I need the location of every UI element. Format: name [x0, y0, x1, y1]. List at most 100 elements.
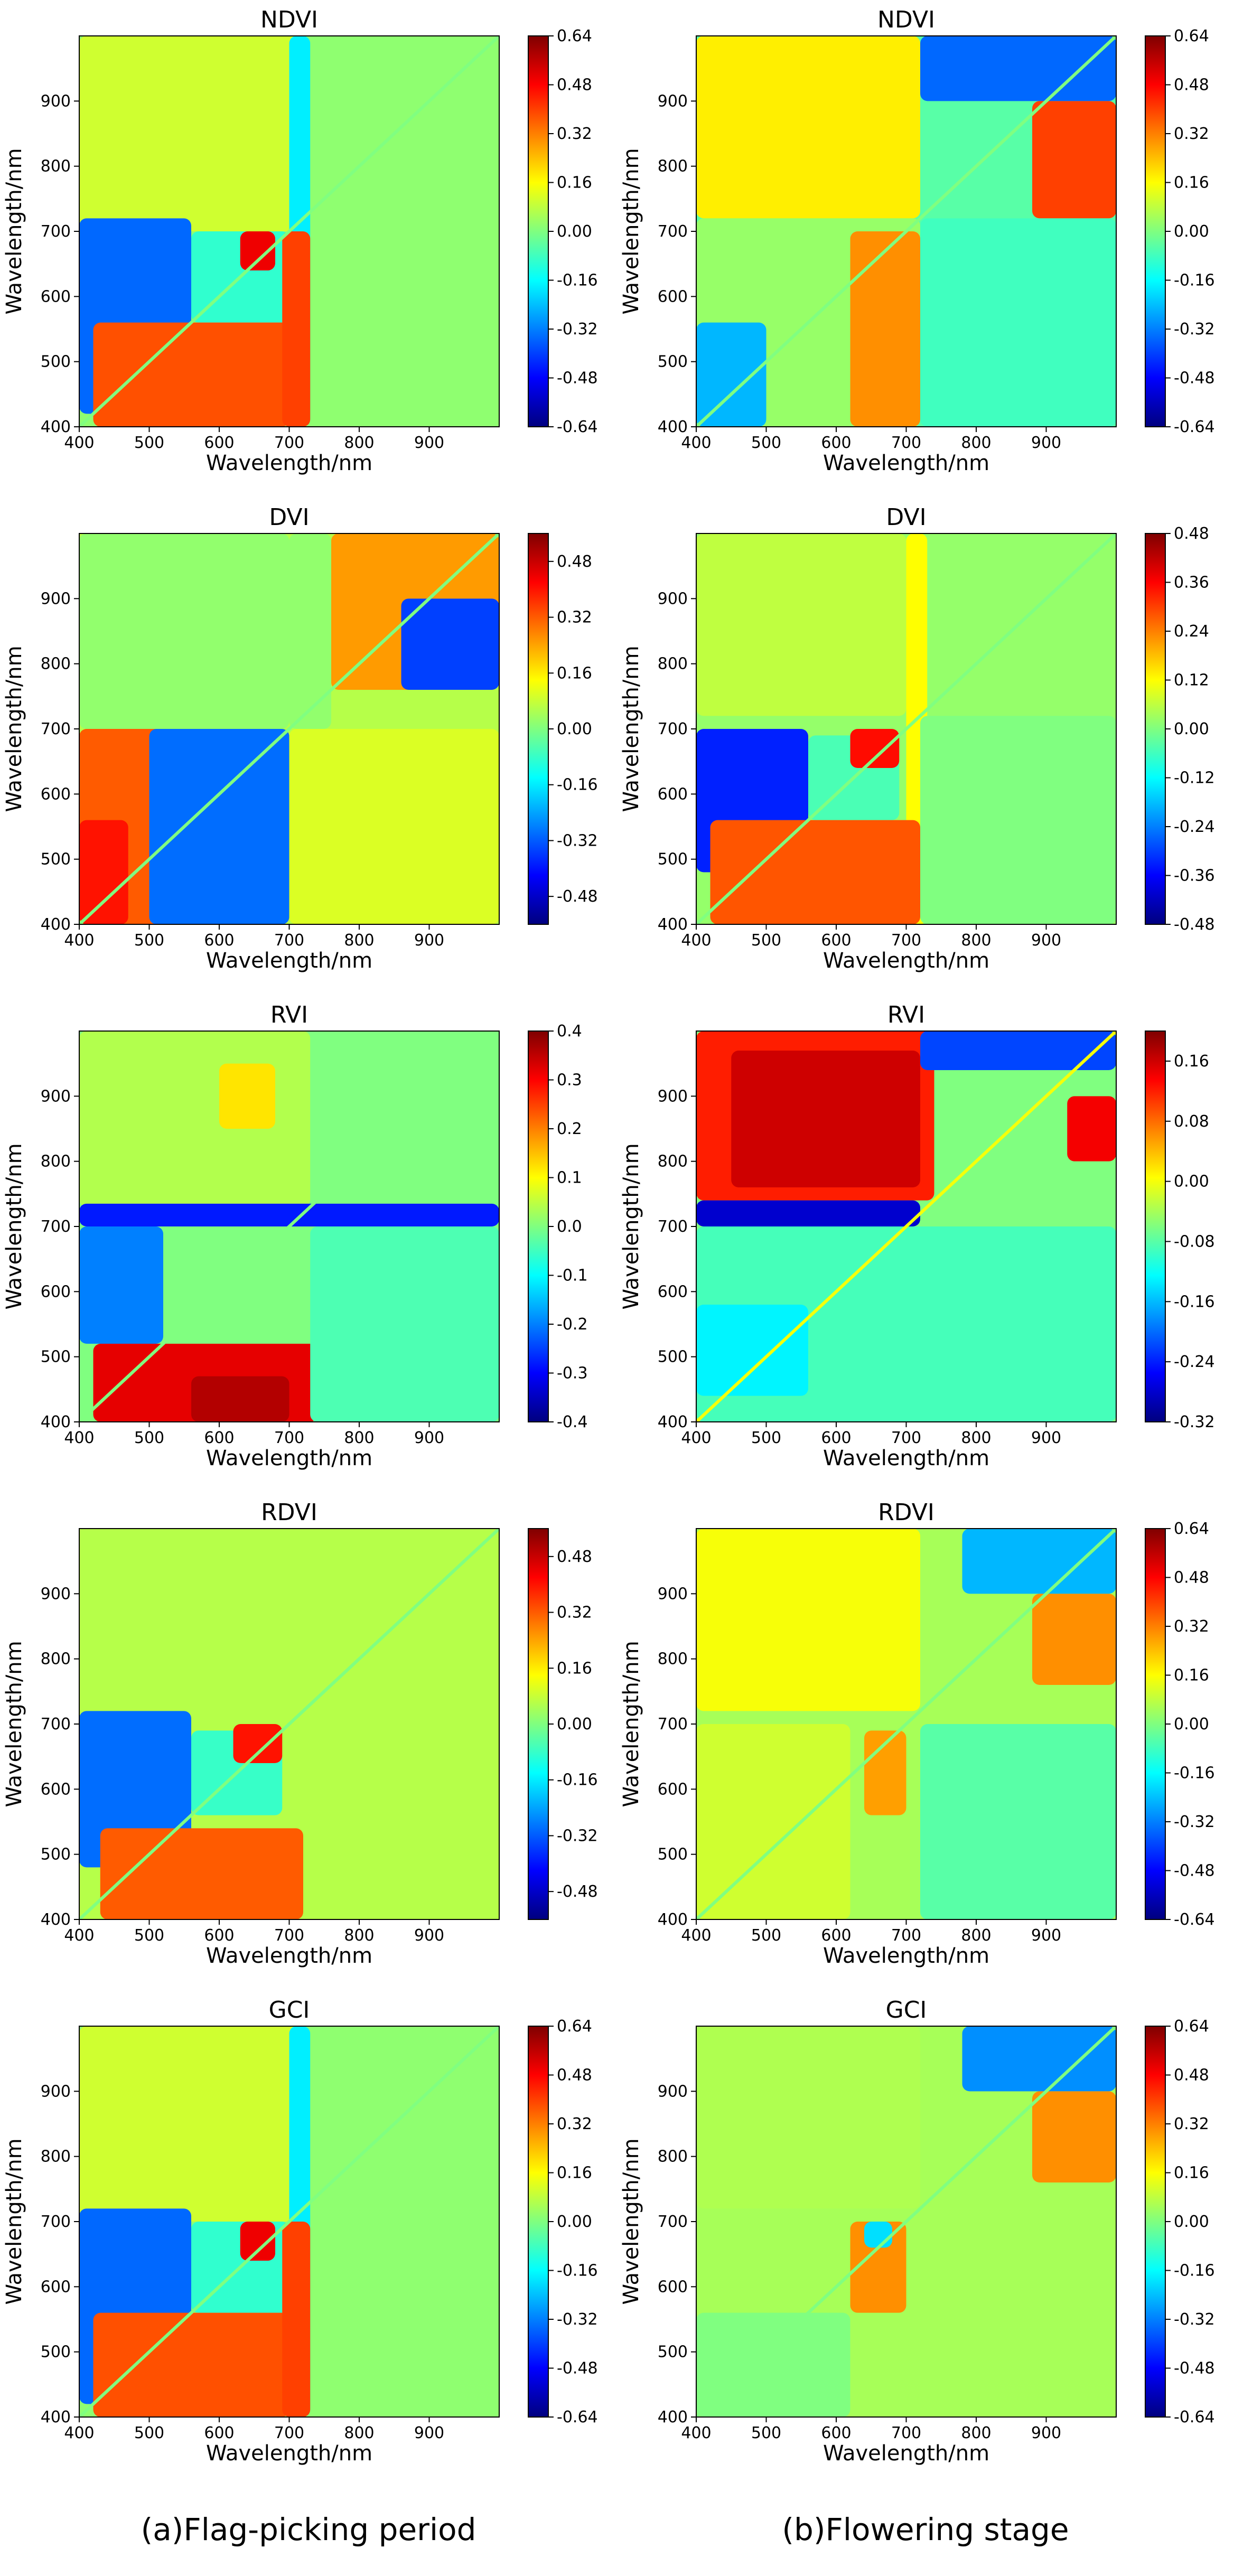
- y-tick-label: 500: [41, 2343, 71, 2362]
- y-tick-label: 600: [658, 287, 688, 306]
- chart-title: DVI: [269, 504, 309, 531]
- heatmap-panel: RVI 400 500 600 700 800 900 400 500 600 700 800 900 W…: [619, 1001, 1215, 1470]
- colorbar-tick-label: -0.32: [557, 320, 598, 339]
- heatmap-region: [696, 1200, 920, 1226]
- chart-title: RVI: [270, 1001, 308, 1028]
- colorbar-tick-label: -0.64: [1174, 1910, 1215, 1929]
- colorbar-tick-label: -0.48: [557, 887, 598, 906]
- y-tick-label: 400: [658, 1413, 688, 1431]
- y-tick-label: 400: [41, 418, 71, 436]
- x-tick-label: 600: [821, 2424, 851, 2442]
- x-tick-label: 900: [414, 1926, 444, 1945]
- heatmap-region: [289, 729, 499, 924]
- x-tick-label: 500: [751, 1926, 781, 1945]
- heatmap-diagonal: [79, 36, 499, 427]
- heatmap-region: [696, 322, 766, 427]
- colorbar-tick-label: 0.16: [1174, 174, 1209, 192]
- colorbar: [528, 35, 549, 427]
- colorbar-tick-label: 0.32: [557, 608, 592, 627]
- x-tick-label: 400: [681, 434, 711, 452]
- heatmap-region: [710, 820, 920, 924]
- y-tick-label: 400: [658, 915, 688, 934]
- y-tick-label: 700: [41, 720, 71, 738]
- x-tick-label: 700: [891, 1429, 921, 1447]
- heatmap-region: [233, 1724, 283, 1763]
- x-tick-label: 600: [204, 1429, 234, 1447]
- heatmap-cells: [696, 1529, 1116, 1919]
- colorbar-tick-label: -0.36: [1174, 867, 1215, 885]
- heatmap-diagonal: [79, 1529, 499, 1919]
- colorbar-tick-label: -0.48: [557, 369, 598, 388]
- x-tick-label: 700: [274, 2424, 304, 2442]
- y-tick-label: 600: [658, 1780, 688, 1798]
- colorbar-tick-label: -0.48: [557, 2359, 598, 2378]
- y-tick-label: 800: [41, 1153, 71, 1171]
- heatmap-region: [920, 36, 1116, 101]
- x-tick-label: 900: [1031, 2424, 1061, 2442]
- y-axis-label: Wavelength/nm: [619, 2138, 643, 2305]
- heatmap-region: [331, 2026, 499, 2202]
- x-tick-label: 500: [751, 2424, 781, 2442]
- x-tick-label: 900: [1031, 931, 1061, 950]
- colorbar-tick-label: -0.16: [557, 2262, 598, 2280]
- heatmap-diagonal: [696, 36, 1116, 427]
- colorbar-tick-label: 0.64: [1174, 1520, 1209, 1538]
- colorbar-tick-label: 0.00: [1174, 1173, 1209, 1191]
- heatmap-region: [696, 2026, 920, 2209]
- heatmap-region: [282, 2222, 311, 2417]
- x-tick-label: 700: [891, 434, 921, 452]
- chart-title: DVI: [886, 504, 926, 531]
- heatmap-region: [79, 2026, 311, 2222]
- colorbar-tick-label: 0.48: [1174, 524, 1209, 543]
- colorbar-tick-label: 0.32: [1174, 1617, 1209, 1636]
- x-axis-label: Wavelength/nm: [206, 949, 372, 973]
- heatmap-region: [850, 231, 920, 427]
- y-tick-label: 900: [41, 1087, 71, 1106]
- colorbar-tick-label: -0.16: [557, 1771, 598, 1790]
- y-tick-label: 900: [658, 1585, 688, 1603]
- heatmap-region: [303, 1711, 499, 1919]
- x-tick-label: 500: [134, 1926, 164, 1945]
- chart-title: RVI: [887, 1001, 925, 1028]
- x-axis-label: Wavelength/nm: [206, 1944, 372, 1968]
- heatmap-region: [79, 533, 289, 729]
- colorbar-tick-label: -0.32: [1174, 2310, 1215, 2329]
- x-tick-label: 700: [891, 2424, 921, 2442]
- colorbar-tick-label: 0.16: [1174, 1052, 1209, 1071]
- y-tick-label: 800: [41, 655, 71, 673]
- colorbar-tick-label: -0.32: [1174, 1813, 1215, 1831]
- colorbar-tick-label: 0.32: [557, 2115, 592, 2133]
- y-tick-label: 400: [41, 1413, 71, 1431]
- x-tick-label: 800: [344, 434, 374, 452]
- x-tick-label: 400: [64, 2424, 94, 2442]
- colorbar-tick-label: 0.00: [557, 1715, 592, 1734]
- caption-flag-picking-period: (a)Flag-picking period: [141, 2512, 476, 2547]
- colorbar-tick-label: 0.48: [1174, 76, 1209, 95]
- y-tick-label: 500: [658, 1846, 688, 1864]
- chart-title: GCI: [269, 1997, 310, 2024]
- colorbar-tick-label: 0.64: [557, 2017, 592, 2036]
- heatmap-region: [696, 1305, 808, 1396]
- colorbar-tick-label: -0.16: [1174, 1764, 1215, 1783]
- y-tick-label: 700: [41, 1715, 71, 1734]
- y-tick-label: 500: [658, 2343, 688, 2362]
- colorbar-tick-label: 0.12: [1174, 671, 1209, 690]
- x-tick-label: 600: [821, 931, 851, 950]
- x-tick-label: 400: [64, 931, 94, 950]
- y-tick-label: 900: [41, 1585, 71, 1603]
- heatmap-region: [920, 716, 1116, 924]
- y-tick-label: 700: [658, 222, 688, 241]
- heatmap-region: [920, 218, 1116, 427]
- heatmap-region: [219, 1063, 275, 1129]
- x-tick-label: 500: [751, 931, 781, 950]
- y-tick-label: 500: [41, 850, 71, 869]
- y-tick-label: 900: [41, 2082, 71, 2101]
- colorbar-tick-label: -0.48: [557, 1882, 598, 1901]
- colorbar-tick-label: 0.00: [557, 222, 592, 241]
- y-tick-label: 800: [658, 2148, 688, 2166]
- colorbar-tick-label: -0.24: [1174, 1353, 1215, 1371]
- colorbar-tick-label: -0.48: [1174, 369, 1215, 388]
- chart-title: RDVI: [878, 1499, 934, 1526]
- x-tick-label: 400: [64, 1926, 94, 1945]
- y-tick-label: 600: [41, 2278, 71, 2296]
